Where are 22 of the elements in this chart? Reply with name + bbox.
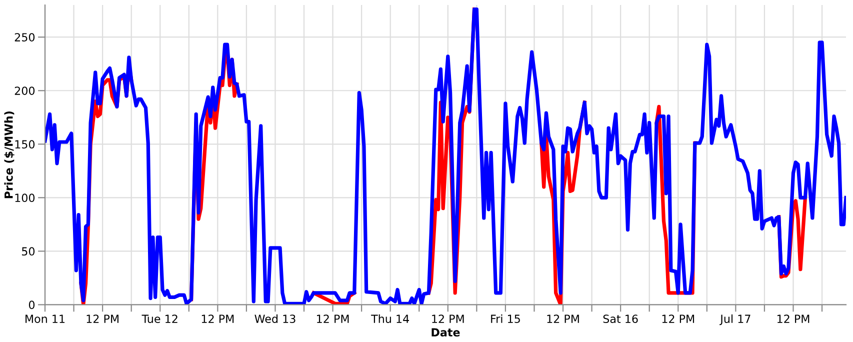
x-tick-label: Sat 16	[603, 314, 638, 324]
x-tick-label: 12 PM	[547, 314, 579, 323]
y-tick-label: 100	[15, 194, 35, 202]
y-tick-label: 200	[14, 86, 35, 96]
x-tick-label: 12 PM	[317, 314, 349, 323]
x-tick-label: Jul 17	[720, 314, 750, 326]
x-tick-label: Mon 11	[26, 314, 65, 324]
x-tick-label: Thu 14	[371, 314, 409, 324]
y-tick-label: 250	[14, 33, 35, 42]
y-tick-label: 150	[15, 140, 35, 149]
y-tick-label: 0	[28, 300, 35, 310]
x-axis-title: Date	[432, 328, 460, 337]
x-tick-label: Tue 12	[142, 314, 178, 324]
y-axis-title: Price ($/MWh)	[4, 112, 14, 198]
x-tick-label: 12 PM	[86, 314, 118, 323]
x-tick-label: 12 PM	[202, 314, 234, 323]
x-tick-label: 12 PM	[432, 314, 464, 323]
x-tick-label: 12 PM	[777, 314, 810, 323]
x-tick-label: Fri 15	[491, 314, 520, 324]
x-tick-label: Wed 13	[254, 314, 296, 324]
y-tick-label: 50	[22, 247, 35, 256]
x-tick-label: 12 PM	[662, 314, 694, 323]
